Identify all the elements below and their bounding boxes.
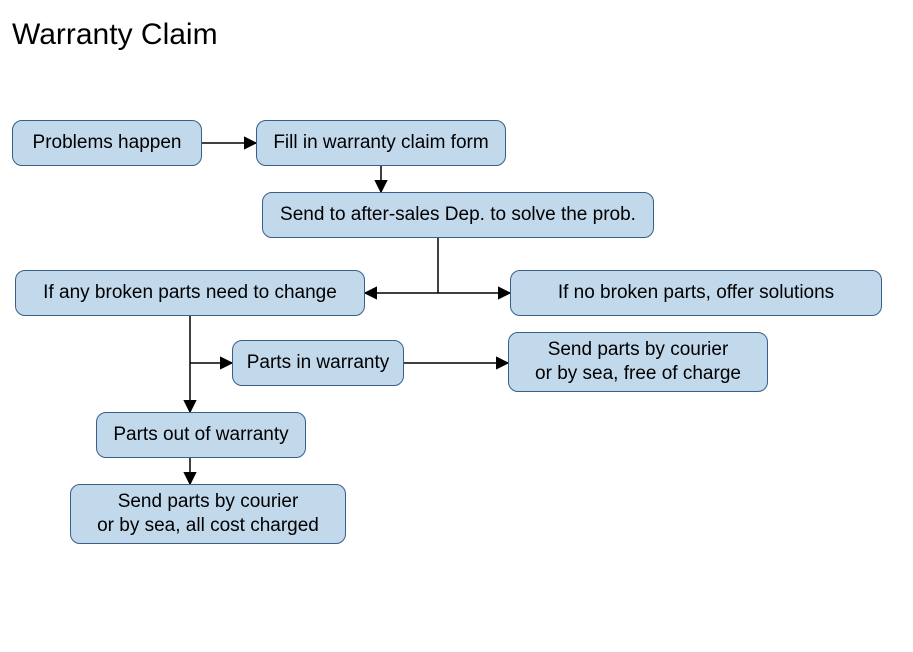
flow-node-n7: Send parts by courieror by sea, free of …	[508, 332, 768, 392]
flow-node-n2: Fill in warranty claim form	[256, 120, 506, 166]
flowchart-canvas: Warranty Claim Problems happen Fill in wa…	[0, 0, 913, 652]
flow-node-n1: Problems happen	[12, 120, 202, 166]
flow-node-n3: Send to after-sales Dep. to solve the pr…	[262, 192, 654, 238]
page-title: Warranty Claim	[12, 18, 218, 52]
edges-layer	[0, 0, 913, 652]
flow-node-n8: Parts out of warranty	[96, 412, 306, 458]
flow-node-n9: Send parts by courieror by sea, all cost…	[70, 484, 346, 544]
flow-node-n6: Parts in warranty	[232, 340, 404, 386]
flow-node-n4: If any broken parts need to change	[15, 270, 365, 316]
flow-node-n5: If no broken parts, offer solutions	[510, 270, 882, 316]
